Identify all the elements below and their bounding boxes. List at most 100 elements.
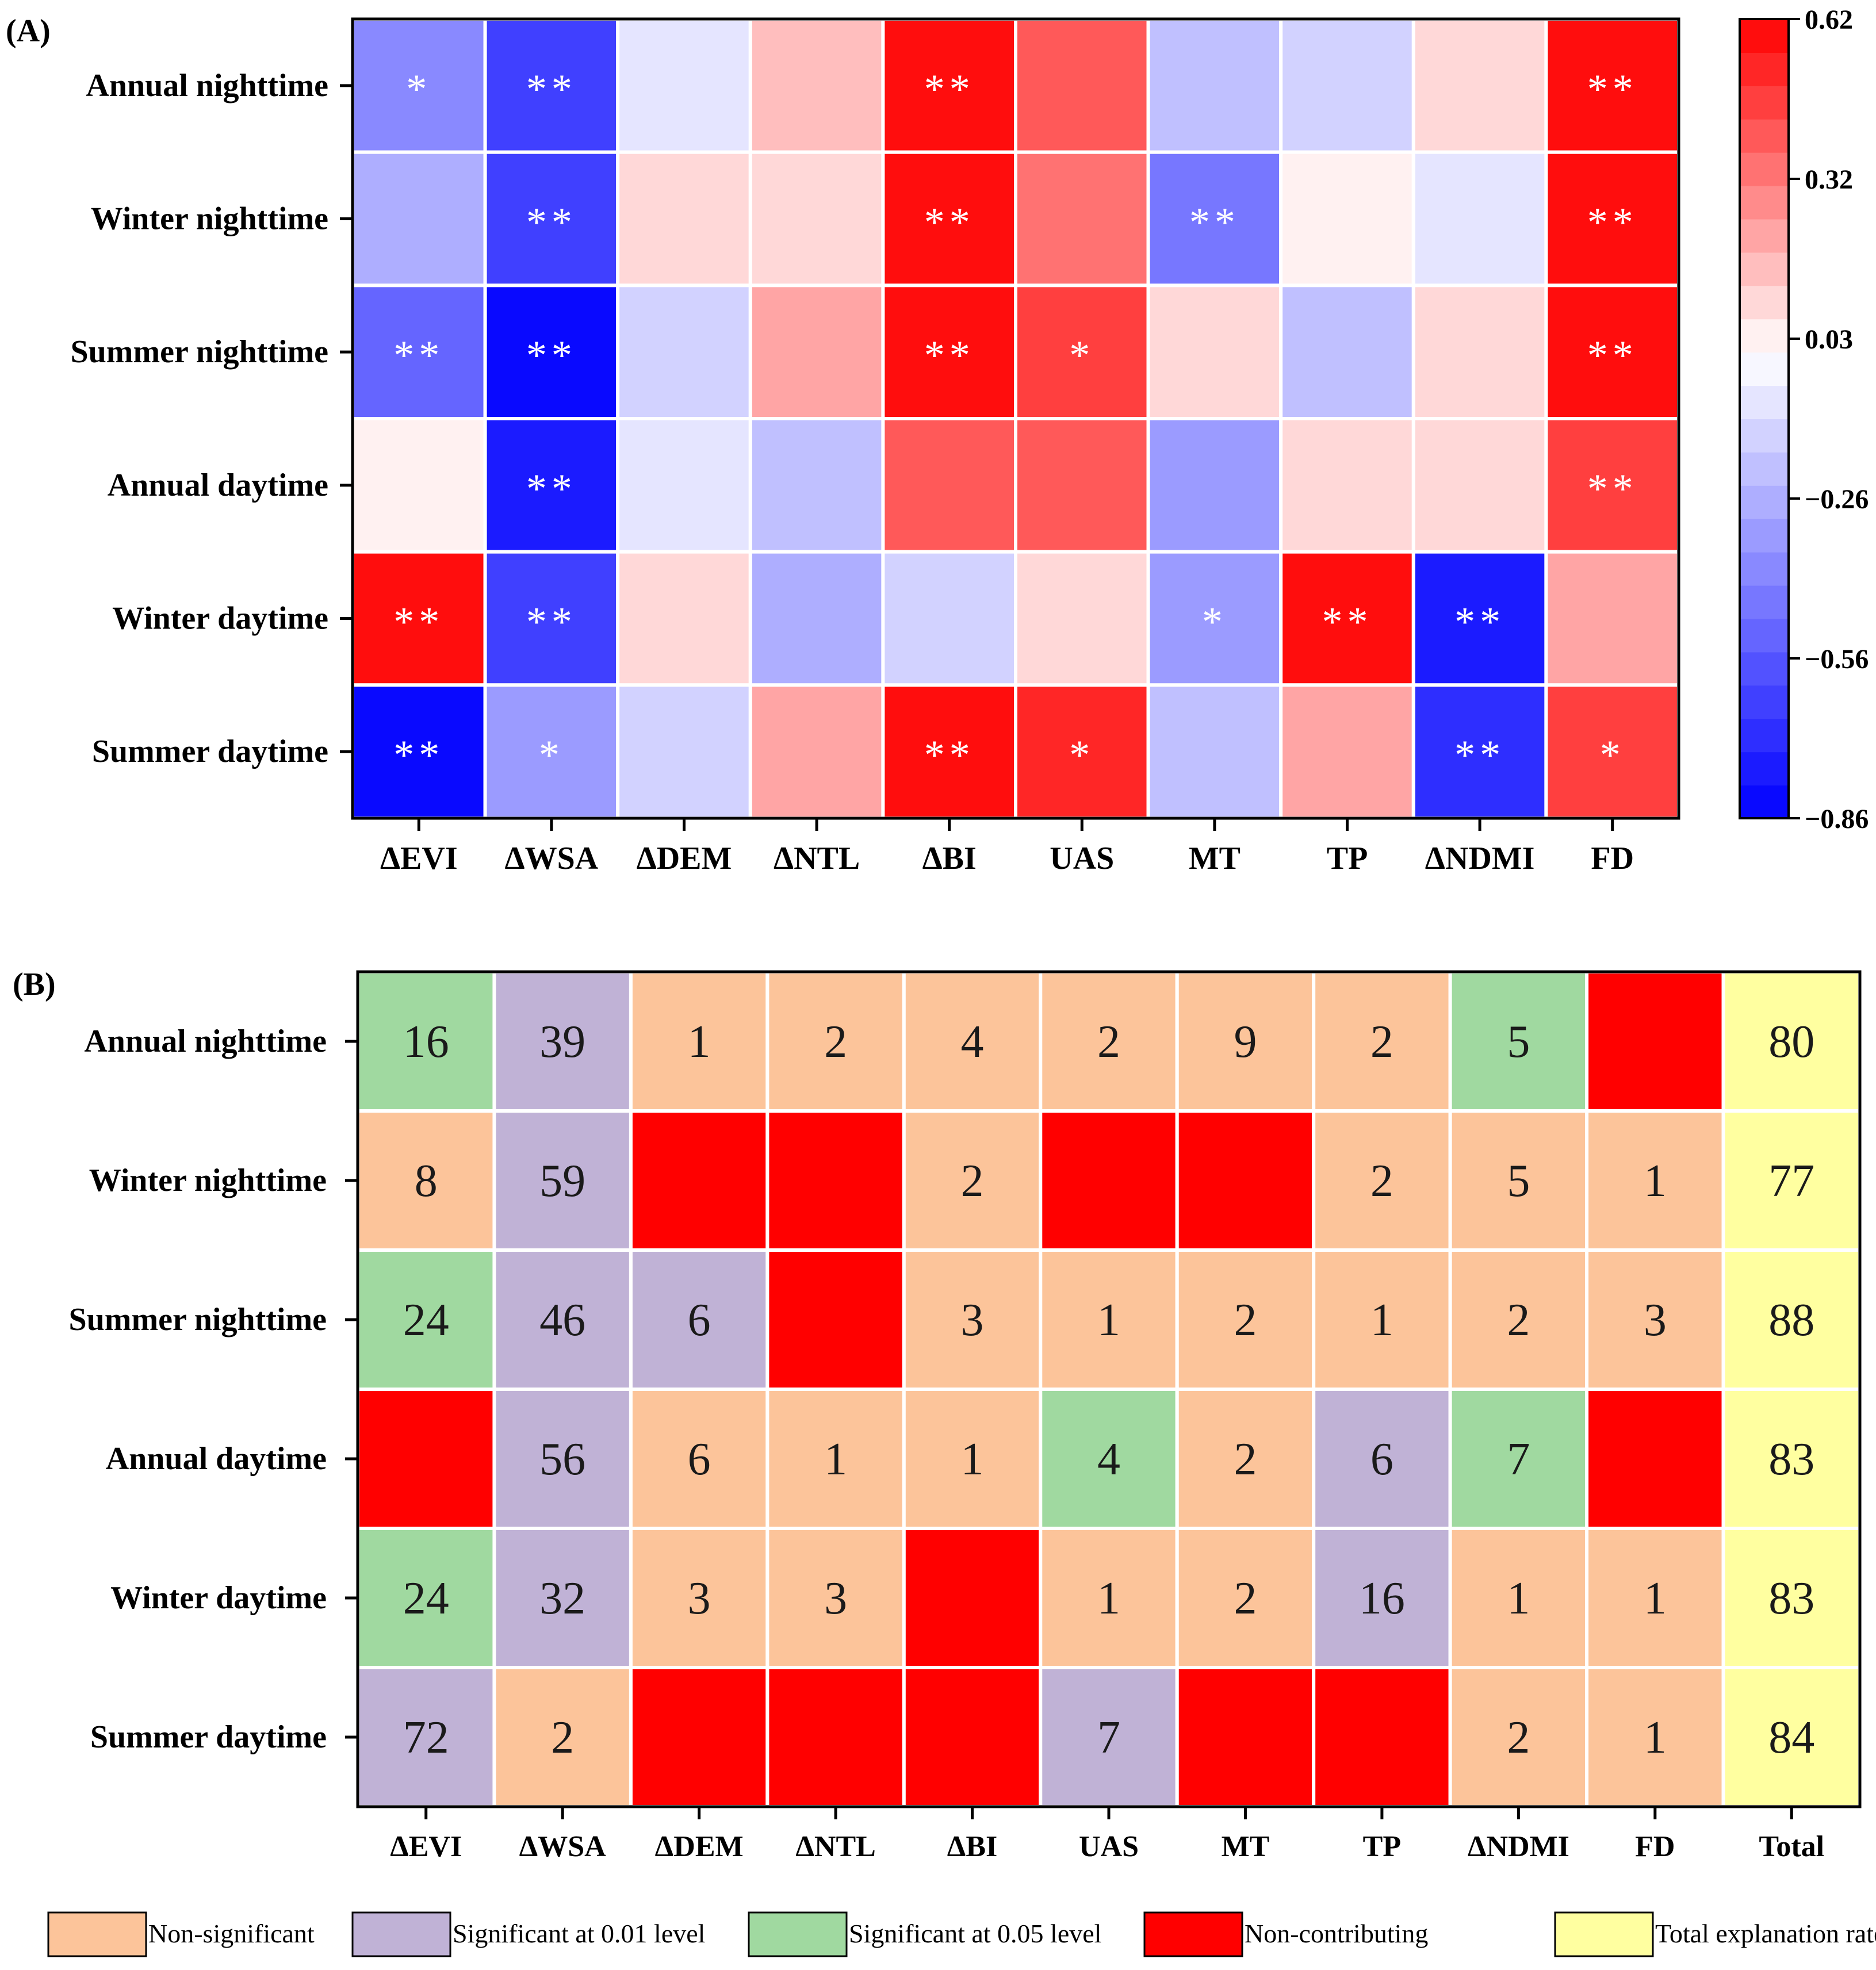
significance-marker: ** [924, 732, 975, 778]
colorbar-tick-label: −0.56 [1805, 644, 1869, 674]
column-label: MT [1222, 1830, 1270, 1863]
table-value: 2 [551, 1712, 574, 1763]
table-value: 24 [403, 1573, 449, 1624]
heatmap-cell [1544, 417, 1680, 554]
heatmap-cell [483, 417, 620, 554]
heatmap-cell [616, 550, 752, 687]
colorbar-bin [1740, 252, 1789, 286]
table-cell [1175, 1666, 1316, 1808]
table-value: 24 [403, 1295, 449, 1346]
heatmap-cell [1279, 683, 1415, 821]
table-value: 46 [539, 1295, 585, 1346]
table-cell [765, 1388, 906, 1530]
table-cell [1175, 1109, 1316, 1252]
heatmap-cell [1014, 17, 1150, 154]
table-value: 2 [1507, 1295, 1530, 1346]
heatmap-cell [1146, 17, 1283, 154]
heatmap-cell [1014, 150, 1150, 288]
table-value: 2 [961, 1156, 984, 1206]
column-label: ΔBI [922, 841, 977, 876]
heatmap-cell [748, 150, 885, 288]
panel-b-label: (B) [13, 967, 56, 1002]
heatmap-cell [1014, 550, 1150, 687]
heatmap-cell [748, 283, 885, 421]
column-label: ΔNTL [774, 841, 860, 876]
table-value: 2 [1234, 1573, 1257, 1624]
legend-swatch [47, 1911, 147, 1957]
table-value: 4 [961, 1017, 984, 1067]
table-value: 1 [961, 1434, 984, 1485]
table-value: 1 [1644, 1573, 1667, 1624]
row-label: Winter nighttime [89, 1163, 327, 1198]
table-cell [1312, 1248, 1452, 1391]
heatmap-cell [351, 417, 487, 554]
table-value: 6 [688, 1295, 711, 1346]
table-value: 8 [415, 1156, 438, 1206]
significance-marker: * [1202, 599, 1227, 645]
table-value: 1 [1097, 1573, 1120, 1624]
heatmap-cell [351, 150, 487, 288]
table-cell [902, 1248, 1043, 1391]
legend-swatch [351, 1911, 451, 1957]
table-value: 7 [1507, 1434, 1530, 1485]
table-cell [765, 1666, 906, 1808]
table-cell [356, 1388, 496, 1530]
significance-marker: * [1069, 732, 1094, 778]
colorbar-bin [1740, 385, 1789, 419]
table-value: 1 [824, 1434, 847, 1485]
colorbar-bin [1740, 185, 1789, 220]
heatmap-cell [1544, 550, 1680, 687]
column-label: Total [1759, 1830, 1824, 1863]
table-cell [765, 1248, 906, 1391]
legend-swatch [748, 1911, 848, 1957]
heatmap-cell [483, 150, 620, 288]
row-label: Annual daytime [106, 1441, 327, 1477]
column-label: ΔDEM [655, 1830, 744, 1863]
heatmap-cell [1279, 17, 1415, 154]
colorbar-bin [1740, 419, 1789, 453]
table-cell [1585, 1666, 1725, 1808]
heatmap-cell [881, 417, 1018, 554]
table-cells [356, 970, 1862, 1808]
heatmap-cell [748, 683, 885, 821]
significance-marker: * [539, 732, 564, 778]
table-value: 3 [1644, 1295, 1667, 1346]
column-label: ΔWSA [505, 841, 599, 876]
row-label: Annual daytime [108, 467, 328, 503]
significance-marker: ** [526, 599, 577, 645]
table-cell [1721, 1527, 1862, 1669]
table-value: 83 [1768, 1434, 1814, 1485]
significance-marker: ** [1322, 599, 1373, 645]
heatmap-cell [1279, 283, 1415, 421]
colorbar-bin [1740, 85, 1789, 120]
table-cell [1312, 1109, 1452, 1252]
heatmap-column-labels: ΔEVI ΔWSA ΔDEM ΔNTL ΔBI UAS MT TP ΔNDMI FD [380, 818, 1634, 876]
legend-label: Significant at 0.01 level [453, 1919, 705, 1948]
table-cell [356, 1666, 496, 1808]
significance-marker: * [1069, 332, 1094, 378]
table-cell [1312, 1388, 1452, 1530]
table-cell [1721, 1388, 1862, 1530]
table-value: 9 [1234, 1017, 1257, 1067]
table-cell [1039, 1109, 1179, 1252]
legend: Non-significant Significant at 0.01 level… [47, 1911, 1876, 1957]
significance-marker: ** [1454, 732, 1505, 778]
row-label: Summer daytime [90, 1719, 327, 1755]
colorbar-bin [1740, 219, 1789, 253]
table-cell [1039, 1666, 1179, 1808]
table-cell [492, 1527, 633, 1669]
colorbar-bin [1740, 785, 1789, 819]
table-value: 6 [688, 1434, 711, 1485]
table-cell [1448, 1388, 1589, 1530]
colorbar-bin [1740, 651, 1789, 686]
table-cell [1585, 970, 1725, 1113]
table-cell [1039, 1388, 1179, 1530]
significance-marker: ** [526, 200, 577, 246]
colorbar-bin [1740, 685, 1789, 719]
significance-marker: ** [526, 332, 577, 378]
legend-label: Non-contributing [1245, 1919, 1428, 1948]
panel-a: (A) * ** ** **** ** ** **** ** ** * **** **** ** * ** *… [6, 5, 1869, 876]
